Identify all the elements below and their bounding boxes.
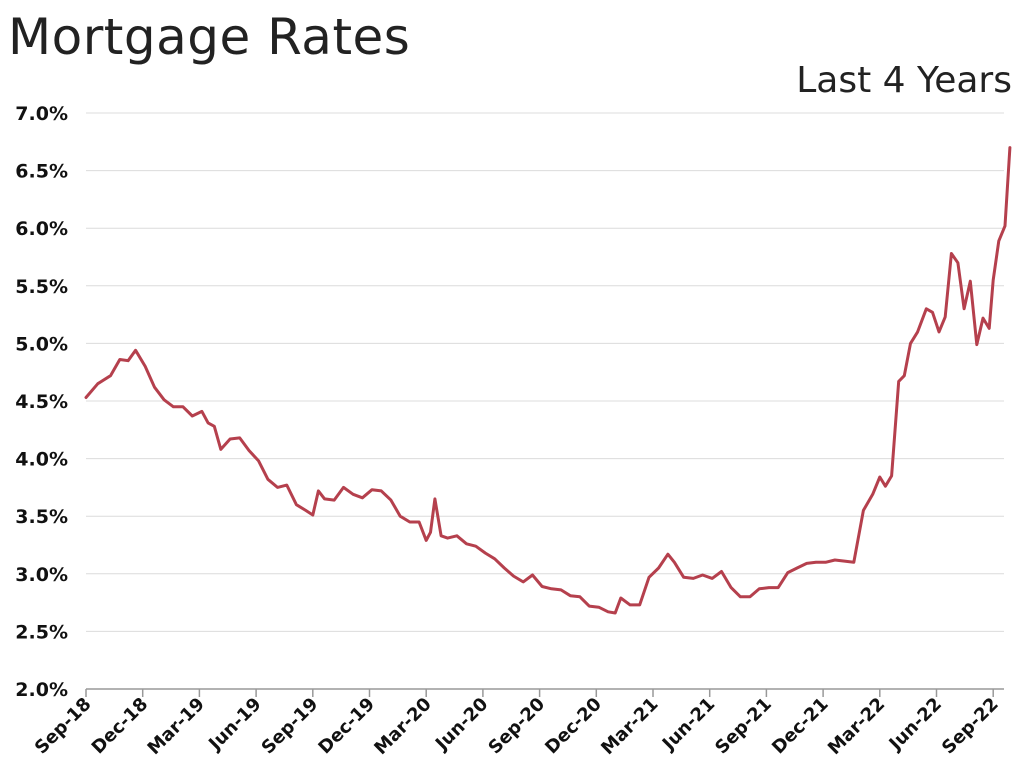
x-tick-label: Jun-20 — [430, 694, 492, 756]
y-tick-label: 4.0% — [15, 449, 68, 471]
y-tick-label: 7.0% — [15, 103, 68, 125]
y-tick-label: 6.0% — [15, 218, 68, 240]
x-tick-label: Jun-22 — [884, 694, 946, 756]
x-tick-label: Mar-20 — [370, 694, 435, 759]
y-tick-label: 2.5% — [15, 621, 68, 643]
x-tick-label: Dec-19 — [314, 694, 379, 759]
x-tick-label: Sep-22 — [938, 694, 1003, 759]
x-tick-label: Jun-21 — [657, 694, 719, 756]
series-group — [84, 146, 1012, 615]
x-tick-label: Jun-19 — [204, 694, 266, 756]
x-tick-label: Dec-20 — [541, 694, 606, 759]
chart-title: Mortgage Rates — [8, 8, 411, 66]
gridlines — [86, 112, 1004, 632]
x-tick-label: Sep-19 — [258, 694, 323, 759]
x-tick-label: Mar-22 — [824, 694, 889, 759]
x-tick-label: Sep-18 — [31, 694, 96, 759]
y-tick-label: 3.0% — [15, 564, 68, 586]
y-tick-label: 4.5% — [15, 391, 68, 413]
x-tick-label: Dec-21 — [768, 694, 833, 759]
chart-subtitle: Last 4 Years — [796, 60, 1012, 101]
x-tick-label: Mar-21 — [597, 694, 662, 759]
x-tick-label: Sep-20 — [484, 694, 549, 759]
x-tick-label: Sep-21 — [711, 694, 776, 759]
x-tick-label: Mar-19 — [144, 694, 209, 759]
x-axis: Sep-18Dec-18Mar-19Jun-19Sep-19Dec-19Mar-… — [31, 688, 1004, 759]
series-line — [84, 146, 1012, 615]
x-tick-label: Dec-18 — [88, 694, 153, 759]
y-tick-label: 3.5% — [15, 506, 68, 528]
y-axis-ticks: 2.0% 2.5% 3.0% 3.5% 4.0% 4.5% 5.0% 5.5% 6.0% 6.5%… — [15, 103, 68, 701]
y-tick-label: 2.0% — [15, 679, 68, 701]
y-tick-label: 5.5% — [15, 276, 68, 298]
y-tick-label: 5.0% — [15, 333, 68, 355]
y-tick-label: 6.5% — [15, 161, 68, 183]
